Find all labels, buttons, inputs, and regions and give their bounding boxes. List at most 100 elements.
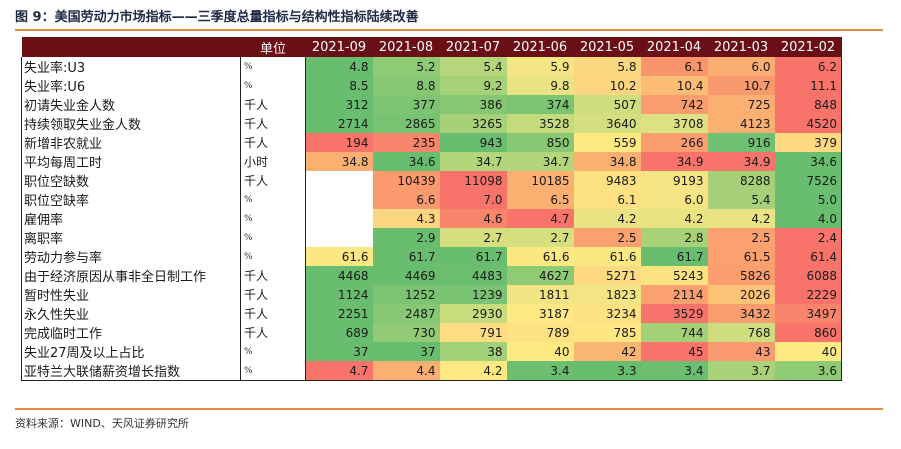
value-cell: 3265	[439, 114, 507, 133]
value-cell: 10.7	[707, 76, 775, 95]
value-cell: 3.4	[640, 361, 708, 381]
value-cell: 3.4	[506, 361, 574, 381]
row-unit: %	[240, 209, 306, 228]
value-cell: 38	[439, 342, 507, 361]
value-cell: 5.0	[774, 190, 842, 209]
value-cell: 43	[707, 342, 775, 361]
value-cell: 5.4	[439, 57, 507, 76]
row-label: 雇佣率	[21, 209, 241, 228]
header-date: 2021-09	[305, 37, 373, 57]
value-cell: 4.8	[305, 57, 373, 76]
value-cell: 61.6	[305, 247, 373, 266]
value-cell: 3432	[707, 304, 775, 323]
value-cell: 11.1	[774, 76, 842, 95]
table-row: 暂时性失业 千人 1124 1252 1239 1811 1823 2114 2026 2229	[21, 285, 842, 304]
value-cell: 34.7	[439, 152, 507, 171]
value-cell: 6.1	[640, 57, 708, 76]
table-row: 亚特兰大联储薪资增长指数% 4.7 4.4 4.2 3.4 3.3 3.4 3.7 3.6	[21, 361, 842, 381]
value-cell: 10.4	[640, 76, 708, 95]
value-cell: 5.9	[506, 57, 574, 76]
value-cell: 2.7	[506, 228, 574, 247]
value-cell: 6.6	[372, 190, 440, 209]
value-cell: 5271	[573, 266, 641, 285]
table-row: 失业率:U3% 4.8 5.2 5.4 5.9 5.8 6.1 6.0 6.2	[21, 57, 842, 76]
value-cell: 34.7	[506, 152, 574, 171]
value-cell: 386	[439, 95, 507, 114]
value-cell: 2.5	[707, 228, 775, 247]
table-row: 完成临时工作 千人 689 730 791 789 785 744 768 860	[21, 323, 842, 342]
value-cell: 6.0	[640, 190, 708, 209]
value-cell	[305, 209, 373, 228]
value-cell: 4468	[305, 266, 373, 285]
value-cell: 3529	[640, 304, 708, 323]
header-blank	[21, 37, 241, 57]
value-cell: 10185	[506, 171, 574, 190]
value-cell: 10.2	[573, 76, 641, 95]
value-cell: 6.0	[707, 57, 775, 76]
row-label: 失业率:U3	[21, 57, 241, 76]
header-date: 2021-02	[774, 37, 842, 57]
value-cell: 2229	[774, 285, 842, 304]
value-cell: 4469	[372, 266, 440, 285]
value-cell: 8.5	[305, 76, 373, 95]
row-label: 离职率	[21, 228, 241, 247]
value-cell: 4.7	[506, 209, 574, 228]
table-row: 持续领取失业金人数 千人 2714 2865 3265 3528 3640 3708 4123 4…	[21, 114, 842, 133]
value-cell: 8.8	[372, 76, 440, 95]
value-cell: 5243	[640, 266, 708, 285]
value-cell: 6088	[774, 266, 842, 285]
value-cell: 744	[640, 323, 708, 342]
row-label: 失业率:U6	[21, 76, 241, 95]
value-cell: 34.9	[707, 152, 775, 171]
value-cell: 7.0	[439, 190, 507, 209]
value-cell: 34.8	[305, 152, 373, 171]
header-date: 2021-07	[439, 37, 507, 57]
table-row: 离职率% 2.9 2.7 2.7 2.5 2.8 2.5 2.4	[21, 228, 842, 247]
header-date: 2021-08	[372, 37, 440, 57]
value-cell: 10439	[372, 171, 440, 190]
row-label: 平均每周工时	[21, 152, 241, 171]
value-cell: 7526	[774, 171, 842, 190]
value-cell: 61.5	[707, 247, 775, 266]
value-cell: 1124	[305, 285, 373, 304]
value-cell: 4.2	[573, 209, 641, 228]
value-cell: 6.2	[774, 57, 842, 76]
value-cell: 5.8	[573, 57, 641, 76]
value-cell: 2114	[640, 285, 708, 304]
value-cell: 34.6	[372, 152, 440, 171]
value-cell: 689	[305, 323, 373, 342]
value-cell: 37	[305, 342, 373, 361]
value-cell: 2714	[305, 114, 373, 133]
table-row: 永久性失业 千人 2251 2487 2930 3187 3234 3529 3432 3497	[21, 304, 842, 323]
value-cell: 61.7	[372, 247, 440, 266]
value-cell: 9483	[573, 171, 641, 190]
value-cell: 2.9	[372, 228, 440, 247]
value-cell: 8288	[707, 171, 775, 190]
labor-market-table: 单位 2021-09 2021-08 2021-07 2021-06 2021-…	[21, 37, 842, 381]
value-cell: 37	[372, 342, 440, 361]
value-cell: 2.8	[640, 228, 708, 247]
value-cell: 3497	[774, 304, 842, 323]
value-cell: 2.7	[439, 228, 507, 247]
value-cell: 40	[506, 342, 574, 361]
value-cell: 4.3	[372, 209, 440, 228]
table-row: 雇佣率% 4.3 4.6 4.7 4.2 4.2 4.2 4.0	[21, 209, 842, 228]
value-cell: 2026	[707, 285, 775, 304]
value-cell: 11098	[439, 171, 507, 190]
value-cell: 4483	[439, 266, 507, 285]
value-cell: 2930	[439, 304, 507, 323]
value-cell: 34.9	[640, 152, 708, 171]
row-label: 暂时性失业	[21, 285, 241, 304]
value-cell: 9.8	[506, 76, 574, 95]
table-row: 职位空缺率% 6.6 7.0 6.5 6.1 6.0 5.4 5.0	[21, 190, 842, 209]
header-date: 2021-05	[573, 37, 641, 57]
table-row: 职位空缺数 千人 10439 11098 10185 9483 9193 8288 7526	[21, 171, 842, 190]
row-unit: %	[240, 342, 306, 361]
header-date: 2021-06	[506, 37, 574, 57]
value-cell: 5.2	[372, 57, 440, 76]
row-label: 完成临时工作	[21, 323, 241, 342]
value-cell: 768	[707, 323, 775, 342]
row-unit: 千人	[240, 95, 306, 114]
value-cell	[305, 228, 373, 247]
row-label: 职位空缺率	[21, 190, 241, 209]
